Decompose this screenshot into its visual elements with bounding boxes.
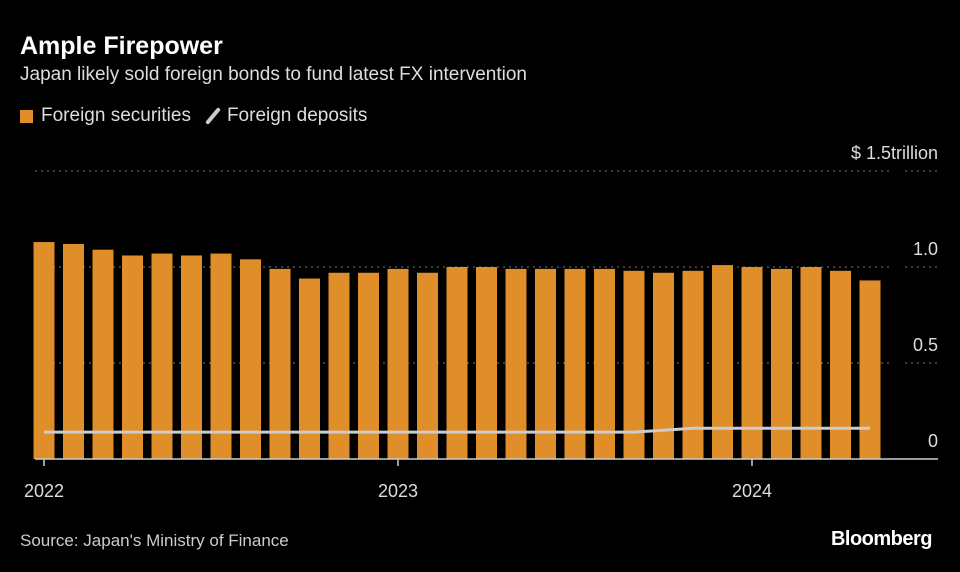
bar-foreign-securities [800, 267, 822, 459]
bar-foreign-securities [358, 272, 379, 459]
chart-subtitle: Japan likely sold foreign bonds to fund … [20, 64, 527, 85]
bar-foreign-securities [564, 268, 586, 459]
bloomberg-logo: Bloomberg [830, 528, 933, 550]
bar-foreign-securities [122, 255, 143, 459]
legend-deposits: Foreign deposits [226, 105, 368, 126]
bar-foreign-securities [328, 272, 350, 459]
bar-foreign-securities [476, 267, 497, 459]
y-tick-label: $ 1.5trillion [851, 143, 938, 163]
bar-foreign-securities [210, 253, 232, 459]
bar-foreign-securities [830, 270, 851, 459]
bar-foreign-securities [151, 253, 173, 459]
x-tick-label: 2022 [24, 481, 64, 501]
bar-foreign-securities [92, 249, 114, 459]
bar-foreign-securities [653, 272, 674, 459]
line-foreign-deposits [44, 426, 870, 434]
bar-foreign-securities [269, 268, 291, 459]
y-tick-label: 1.0 [913, 239, 938, 259]
chart-title: Ample Firepower [20, 32, 223, 60]
bar-foreign-securities [505, 268, 527, 459]
bar-foreign-securities [859, 280, 881, 459]
legend: Foreign securities Foreign deposits [20, 105, 367, 127]
source-note: Source: Japan's Ministry of Finance [20, 531, 289, 550]
bar-foreign-securities [240, 259, 261, 459]
legend-bar-swatch-icon [20, 109, 33, 123]
bar-foreign-securities [682, 270, 704, 459]
legend-securities: Foreign securities [41, 105, 191, 126]
bar-foreign-securities [594, 268, 615, 459]
bar-foreign-securities [712, 265, 733, 459]
bar-foreign-securities [387, 268, 409, 459]
bar-foreign-securities [417, 272, 438, 459]
y-tick-label: 0 [928, 431, 938, 451]
bar-foreign-securities [535, 268, 556, 459]
bar-foreign-securities [33, 242, 55, 459]
bar-foreign-securities [741, 267, 763, 459]
bar-foreign-securities [63, 243, 84, 459]
y-tick-label: 0.5 [913, 335, 938, 355]
bar-foreign-securities [623, 270, 645, 459]
bar-foreign-securities [771, 268, 792, 459]
bar-foreign-securities [446, 267, 468, 459]
bar-foreign-securities [181, 255, 202, 459]
bar-foreign-securities [299, 278, 320, 459]
x-tick-label: 2024 [732, 481, 772, 501]
x-tick-label: 2023 [378, 481, 418, 501]
